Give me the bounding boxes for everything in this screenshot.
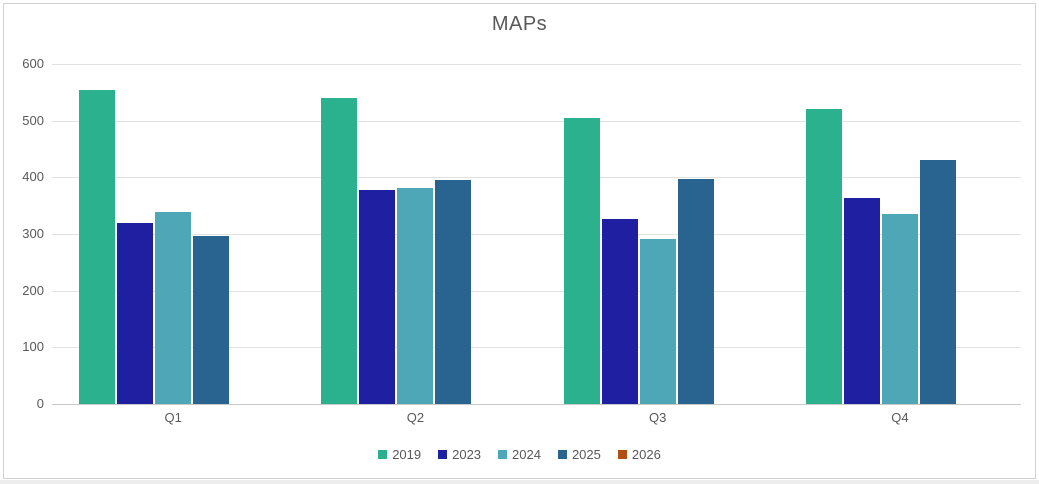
y-tick-label-600: 600 xyxy=(22,56,44,71)
bar-2024-q2 xyxy=(397,187,434,404)
legend-item-2025: 2025 xyxy=(557,447,601,462)
bar-2025-q1 xyxy=(193,236,230,404)
legend-swatch-2024 xyxy=(498,450,508,459)
legend-label-2019: 2019 xyxy=(392,447,422,462)
x-axis-line xyxy=(52,404,1021,405)
bar-2024-q4 xyxy=(881,213,918,404)
legend-item-2023: 2023 xyxy=(438,447,481,462)
bar-2019-q2 xyxy=(321,98,358,404)
bar-group-q1 xyxy=(52,64,294,404)
x-axis-tick-labels: Q1 Q2 Q3 Q4 xyxy=(52,410,1021,430)
legend-label-2025: 2025 xyxy=(571,447,601,462)
bar-2025-q2 xyxy=(435,179,472,404)
y-axis-tick-labels: 0 100 200 300 400 500 600 xyxy=(0,56,44,411)
x-tick-label-q1: Q1 xyxy=(164,410,182,425)
legend-label-2023: 2023 xyxy=(452,447,482,462)
plot-area xyxy=(52,64,1021,405)
legend-item-2024: 2024 xyxy=(498,447,541,462)
bar-group-q2 xyxy=(294,64,536,404)
bar-2019-q3 xyxy=(563,118,600,404)
gridline-400 xyxy=(52,177,1021,179)
gridline-600 xyxy=(52,64,1021,65)
y-tick-label-0: 0 xyxy=(36,396,44,411)
legend-swatch-2023 xyxy=(438,450,448,459)
legend: 2019 2023 2024 2025 2026 xyxy=(0,447,1039,462)
legend-swatch-2026 xyxy=(617,450,627,459)
bar-2019-q4 xyxy=(805,108,842,404)
legend-swatch-2025 xyxy=(557,450,567,459)
bar-group-q3 xyxy=(537,64,779,404)
bar-2023-q2 xyxy=(359,189,396,404)
x-tick-label-q3: Q3 xyxy=(648,410,667,425)
bar-2023-q3 xyxy=(601,218,638,404)
canvas-bottom-edge xyxy=(0,480,1039,484)
legend-item-2026: 2026 xyxy=(617,447,661,462)
legend-label-2026: 2026 xyxy=(631,447,661,462)
legend-swatch-2019 xyxy=(378,450,388,459)
bar-2024-q1 xyxy=(155,212,192,404)
legend-item-2019: 2019 xyxy=(378,447,421,462)
y-tick-label-500: 500 xyxy=(22,112,44,128)
bar-2019-q1 xyxy=(79,90,116,404)
bar-2025-q3 xyxy=(677,179,714,404)
gridline-100 xyxy=(52,347,1021,349)
chart-title: MAPs xyxy=(491,13,548,35)
bar-2023-q1 xyxy=(117,222,154,404)
gridline-500 xyxy=(52,120,1021,122)
bar-2023-q4 xyxy=(843,198,880,404)
y-tick-label-100: 100 xyxy=(22,339,44,355)
bar-group-q4 xyxy=(779,64,1021,404)
y-tick-label-200: 200 xyxy=(22,282,44,298)
gridline-200 xyxy=(52,290,1021,292)
bar-2024-q3 xyxy=(639,238,676,404)
y-tick-label-400: 400 xyxy=(22,169,44,185)
bar-2025-q4 xyxy=(919,160,956,404)
x-tick-label-q4: Q4 xyxy=(891,410,909,425)
y-tick-label-300: 300 xyxy=(22,226,44,241)
gridline-300 xyxy=(52,234,1021,235)
x-tick-label-q2: Q2 xyxy=(406,410,425,425)
legend-label-2024: 2024 xyxy=(512,447,541,462)
